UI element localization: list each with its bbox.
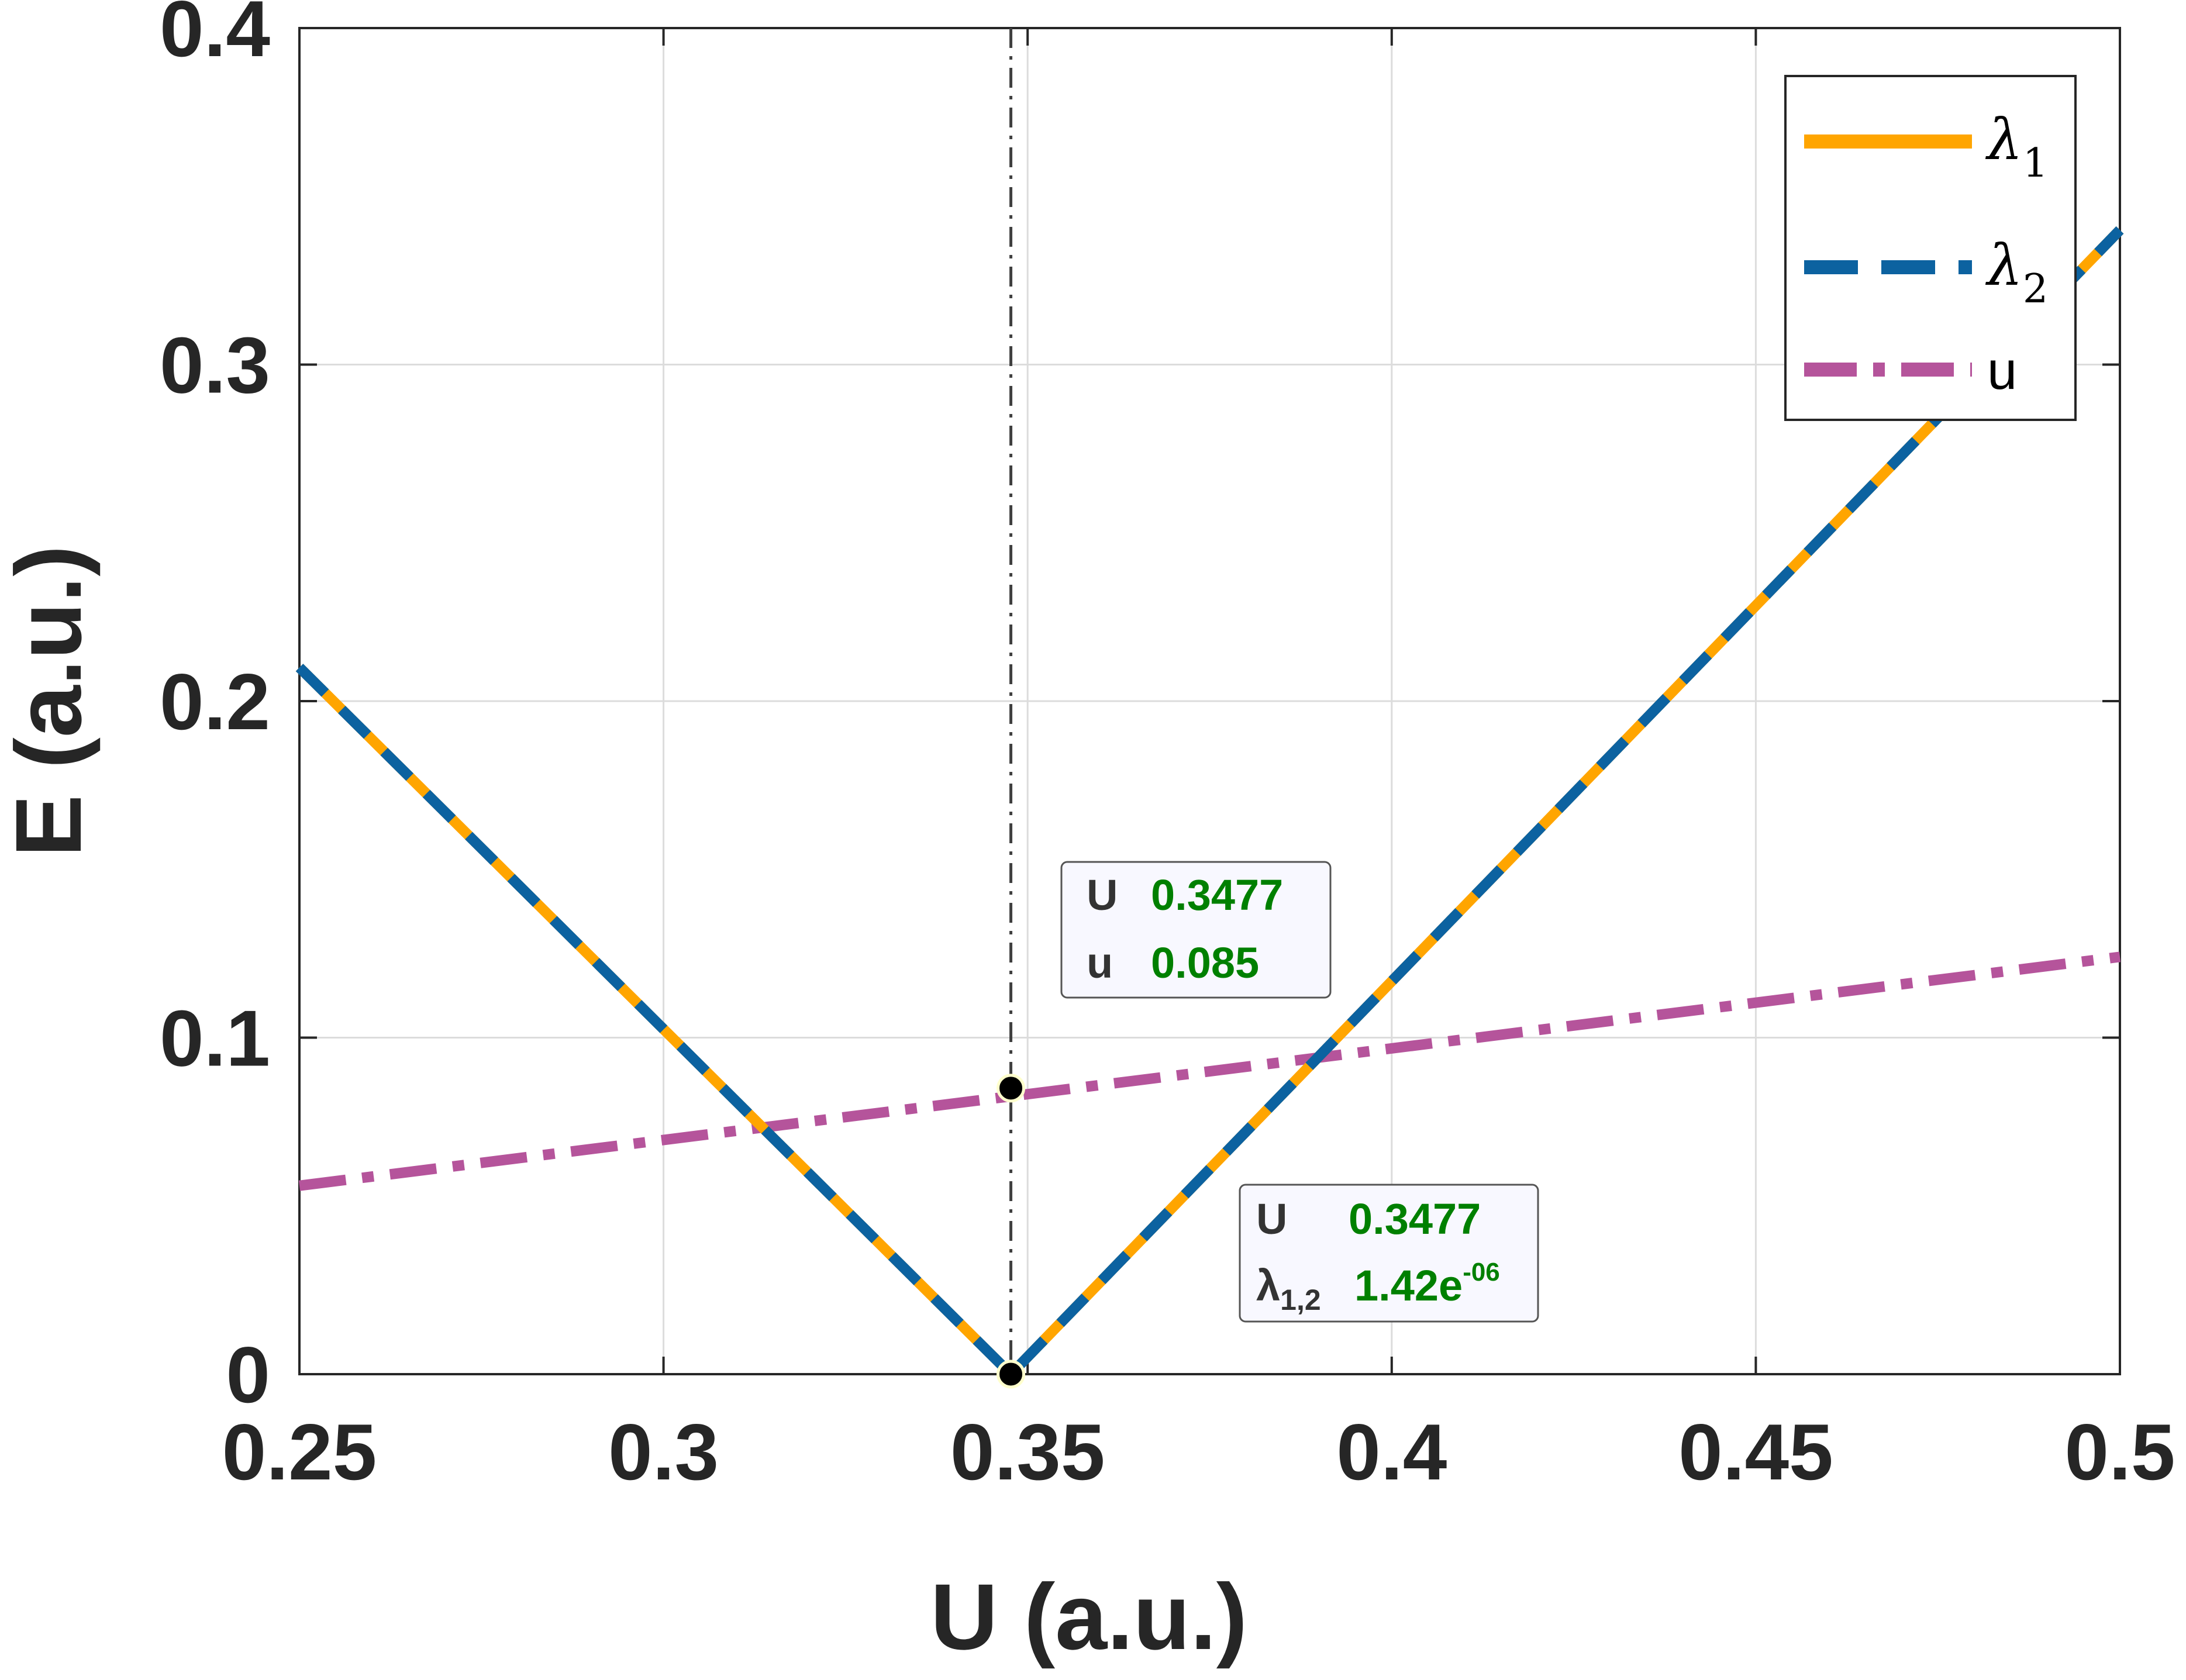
- datatip-box: [1239, 1184, 1539, 1323]
- y-axis-title: E (a.u.): [0, 545, 101, 857]
- datatip-label: λ1,2: [1256, 1261, 1321, 1316]
- legend-label-lambda2: λ2: [1985, 233, 2048, 312]
- datatip-label: u: [1087, 939, 1113, 987]
- legend: λ1 λ2 u: [1784, 75, 2077, 421]
- x-tick-label: 0.25: [222, 1408, 377, 1496]
- datatip-marker: [997, 1074, 1026, 1103]
- legend-label-lambda1: λ1: [1985, 107, 2048, 187]
- y-tick-label: 0.1: [160, 994, 270, 1083]
- plot-frame: [298, 27, 2121, 1375]
- tick-labels: 0.25 0.3 0.35 0.4 0.45 0.5 0 0.1 0.2 0.3 0.4: [160, 0, 2175, 1496]
- datatip-value: 0.085: [1151, 939, 1259, 987]
- x-tick-label: 0.5: [2064, 1408, 2175, 1496]
- y-tick-label: 0.2: [160, 657, 270, 746]
- series-line-λ2: [295, 226, 2124, 1382]
- marker-layer: [997, 1074, 1026, 1389]
- datatip-box: [1060, 861, 1332, 999]
- x-tick-label: 0.3: [608, 1408, 719, 1496]
- datatip-label: U: [1087, 871, 1118, 919]
- y-tick-label: 0: [226, 1330, 270, 1419]
- datatip-label: U: [1256, 1195, 1287, 1243]
- x-axis-title: U (a.u.): [930, 1564, 1247, 1669]
- series-line-u: [298, 951, 2121, 1191]
- legend-label-u: u: [1987, 341, 2017, 401]
- x-tick-label: 0.45: [1678, 1408, 1833, 1496]
- datatip-value: 0.3477: [1349, 1195, 1481, 1243]
- y-tick-label: 0.3: [160, 321, 270, 410]
- datatip-lambda[interactable]: U 0.3477 λ1,2 1.42e-06: [1239, 1184, 1539, 1323]
- datatip-value: 1.42e-06: [1354, 1258, 1500, 1310]
- datatip-marker: [997, 1360, 1026, 1389]
- x-tick-label: 0.4: [1336, 1408, 1447, 1496]
- datatip-u[interactable]: U 0.3477 u 0.085: [1060, 861, 1332, 999]
- datatip-value: 0.3477: [1151, 871, 1283, 919]
- x-tick-label: 0.35: [950, 1408, 1105, 1496]
- y-tick-label: 0.4: [160, 0, 270, 73]
